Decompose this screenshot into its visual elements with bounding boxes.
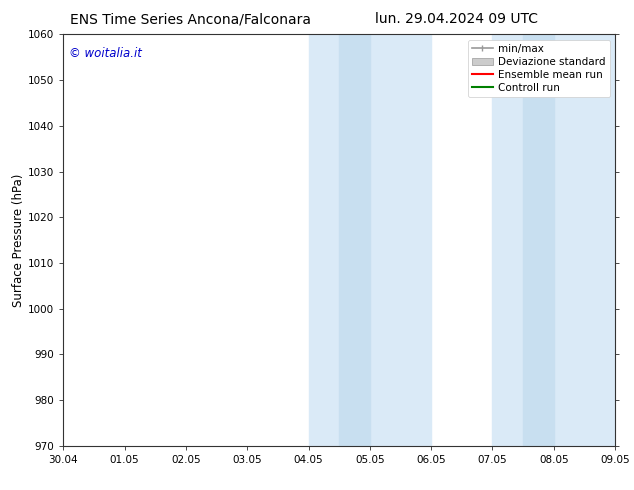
Bar bbox=[493, 34, 553, 446]
Bar bbox=[370, 34, 431, 446]
Y-axis label: Surface Pressure (hPa): Surface Pressure (hPa) bbox=[12, 173, 25, 307]
Text: lun. 29.04.2024 09 UTC: lun. 29.04.2024 09 UTC bbox=[375, 12, 538, 26]
Bar bbox=[553, 34, 615, 446]
Bar bbox=[309, 34, 370, 446]
Legend: min/max, Deviazione standard, Ensemble mean run, Controll run: min/max, Deviazione standard, Ensemble m… bbox=[468, 40, 610, 97]
Bar bbox=[523, 34, 553, 446]
Bar bbox=[339, 34, 370, 446]
Text: ENS Time Series Ancona/Falconara: ENS Time Series Ancona/Falconara bbox=[70, 12, 311, 26]
Text: © woitalia.it: © woitalia.it bbox=[69, 47, 142, 60]
